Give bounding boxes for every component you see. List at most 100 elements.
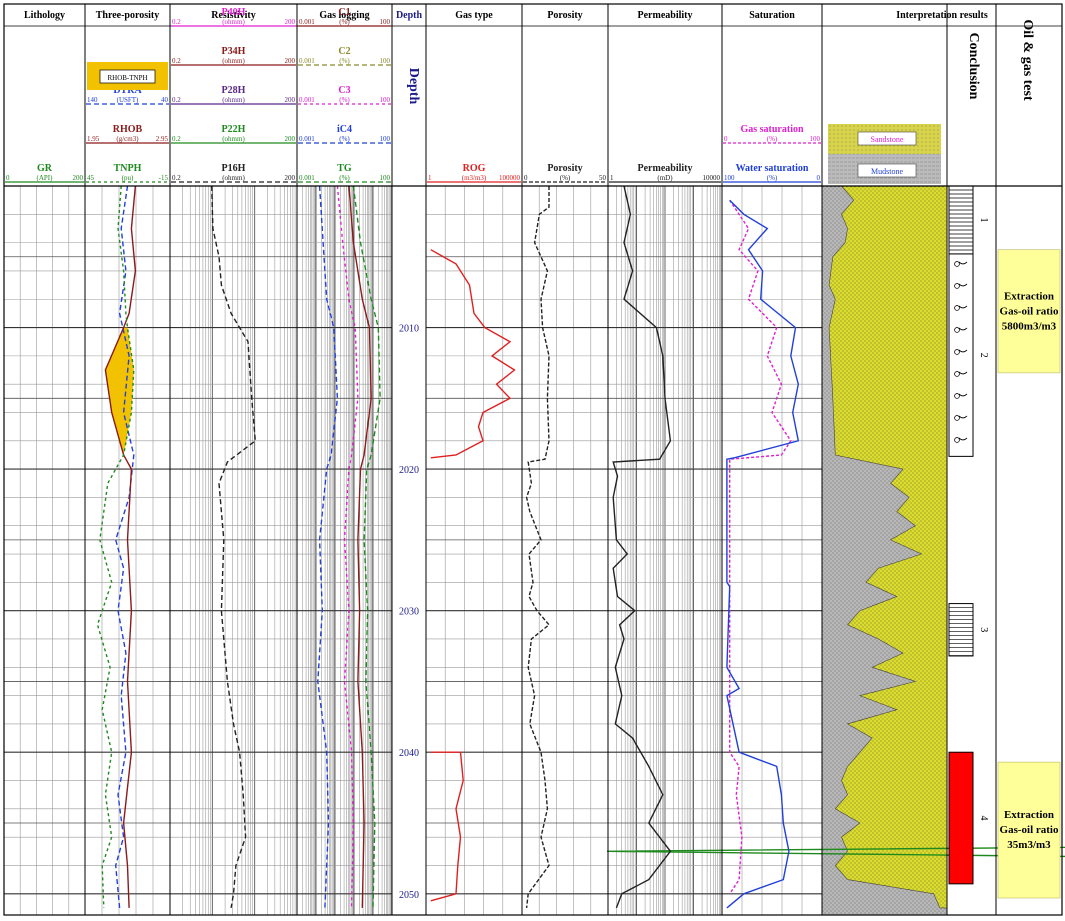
curve-scale-min: 0.001	[299, 174, 315, 182]
gas-symbol-tail	[958, 261, 968, 265]
legend-sandstone-label: Sandstone	[871, 135, 904, 144]
curve-scale-max: 0	[817, 174, 821, 182]
curve-scale-min: 0	[724, 135, 728, 143]
conclusion-zone-3	[948, 603, 974, 657]
track-title-saturation: Saturation	[749, 10, 795, 21]
track-title-permeability: Permeability	[638, 10, 693, 21]
curve-unit: (USFT)	[117, 96, 139, 104]
track-title-resistivity: Resistivity	[211, 10, 255, 21]
depth-tick-label: 2030	[399, 607, 419, 618]
curve-scale-min: 140	[87, 96, 98, 104]
gas-symbol	[954, 283, 960, 289]
curve-scale-max: 200	[285, 96, 296, 104]
curve-scale-max: 100	[380, 174, 391, 182]
curve-scale-min: 0.2	[172, 174, 181, 182]
curve-dtra	[114, 185, 135, 908]
sandstone-fill	[828, 185, 948, 909]
curve-unit: (%)	[767, 174, 778, 182]
depth-tick-label: 2010	[399, 324, 419, 335]
curve-unit: (mD)	[657, 174, 673, 182]
curve-scale-max: 100	[810, 135, 821, 143]
curve-unit: (m3/m3)	[462, 174, 487, 182]
curve-rhob	[104, 185, 137, 908]
curve-unit: (ohmm)	[222, 18, 245, 26]
curve-label-ic4: iC4	[337, 124, 352, 135]
conclusion-zone-1	[948, 185, 974, 255]
curve-scale-min: 0.2	[172, 18, 181, 26]
track-title-oil-gas-test: Oil & gas test	[1020, 19, 1035, 101]
conclusion-zone-2	[948, 253, 974, 457]
test-result-box	[997, 249, 1061, 374]
gas-symbol	[954, 305, 960, 311]
test-result-text: Extraction	[1004, 809, 1054, 821]
gas-symbol-tail	[958, 371, 968, 375]
curve-unit: (g/cm3)	[116, 135, 139, 143]
curve-porosity	[525, 186, 550, 908]
gas-symbol-tail	[958, 327, 968, 331]
curve-scale-max: 40	[161, 96, 169, 104]
curve-label-rog: ROG	[463, 163, 486, 174]
curve-scale-min: 100	[724, 174, 735, 182]
data-layer: 1 2 3 4 Extraction Gas-oil ratio 5800m3/m3 Extr…	[96, 185, 1065, 915]
curve-scale-max: 200	[285, 135, 296, 143]
gas-symbol	[954, 349, 960, 355]
legend-label-box	[857, 131, 917, 146]
curve-scale-max: 100000	[499, 174, 521, 182]
curve-tg	[352, 185, 381, 908]
curve-label-p16h: P16H	[222, 163, 246, 174]
curve-ic4	[317, 185, 339, 908]
curve-scale-max: 200	[73, 174, 84, 182]
depth-tick-label: 2040	[399, 748, 419, 759]
curve-unit: (API)	[37, 174, 54, 182]
legend-label-box	[857, 163, 917, 178]
curve-label-rhob: RHOB	[113, 124, 143, 135]
curve-unit: (%)	[339, 135, 350, 143]
curve-unit: (%)	[339, 57, 350, 65]
curve-label-gas-saturation: Gas saturation	[740, 124, 804, 135]
curve-label-p40h: P40H	[222, 7, 246, 18]
curve-label-p22h: P22H	[222, 124, 246, 135]
curve-unit: (%)	[767, 135, 778, 143]
curve-label-water-saturation: Water saturation	[736, 163, 809, 174]
curve-scale-max: 100	[380, 57, 391, 65]
curve-scale-max: -15	[159, 174, 169, 182]
curve-rog	[430, 249, 516, 459]
crossover-legend-box	[99, 69, 156, 84]
test-result-box	[997, 761, 1061, 899]
curve-label-p28h: P28H	[222, 85, 246, 96]
curve-unit: (%)	[339, 96, 350, 104]
gas-symbol-tail	[958, 349, 968, 353]
curve-label-tg: TG	[337, 163, 352, 174]
curve-gas-saturation	[729, 199, 792, 895]
curve-scale-max: 200	[285, 57, 296, 65]
track-title-conclusion: Conclusion	[966, 33, 981, 100]
track-title-three-porosity: Three-porosity	[96, 10, 160, 21]
curve-unit: (ohmm)	[222, 57, 245, 65]
curve-scale-min: 45	[87, 174, 95, 182]
curve-label-porosity: Porosity	[547, 163, 582, 174]
curve-tnph	[96, 185, 135, 908]
curve-unit: (ohmm)	[222, 174, 245, 182]
curve-label-c1: C1	[338, 7, 350, 18]
curve-scale-min: 0.001	[299, 57, 315, 65]
grid-layer	[4, 185, 822, 915]
depth-tick-label: 2020	[399, 465, 419, 476]
gas-symbol-tail	[958, 283, 968, 287]
curve-scale-max: 2.95	[156, 135, 169, 143]
curve-scale-min: 0.001	[299, 96, 315, 104]
gas-symbol-tail	[958, 393, 968, 397]
curve-scale-max: 50	[599, 174, 607, 182]
curve-scale-max: 200	[285, 174, 296, 182]
gas-symbol-tail	[958, 305, 968, 309]
curve-label-dtra: DTRA	[113, 85, 142, 96]
curve-label-permeability: Permeability	[638, 163, 693, 174]
curve-unit: (%)	[339, 18, 350, 26]
curve-scale-max: 100	[380, 18, 391, 26]
gas-symbol	[954, 371, 960, 377]
curve-unit: (ohmm)	[222, 96, 245, 104]
track-title-depth-small: Depth	[396, 10, 423, 21]
curve-label-p34h: P34H	[222, 46, 246, 57]
curve-scale-min: 0	[6, 174, 10, 182]
test-result-text: Extraction	[1004, 290, 1054, 302]
curve-scale-min: 1	[428, 174, 432, 182]
